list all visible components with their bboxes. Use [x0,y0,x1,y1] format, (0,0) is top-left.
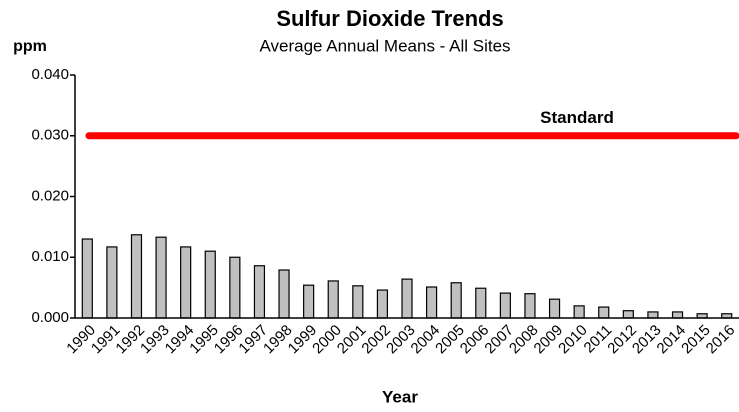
x-axis-label: Year [382,387,418,406]
standard-label: Standard [540,108,614,127]
x-tick-label: 2016 [703,322,739,358]
bar [376,289,389,319]
bar [253,265,266,319]
bar [130,234,143,319]
y-tick-label: 0.000 [31,309,69,326]
bar [647,311,659,319]
bar [524,293,536,319]
y-tick-label: 0.010 [31,248,69,265]
bar [548,298,561,319]
y-axis-label: ppm [13,38,47,55]
bar [598,306,610,319]
bar [278,269,290,319]
bar [81,238,93,319]
bar [450,282,462,319]
chart-subtitle: Average Annual Means - All Sites [259,36,510,55]
bar [180,246,192,319]
bar [622,310,634,319]
y-tick-label: 0.030 [31,127,69,144]
bar [303,284,315,319]
bar [671,311,684,319]
bar [327,280,339,319]
bar [475,287,487,319]
bar [106,246,118,319]
bar [401,278,413,319]
y-tick-label: 0.020 [31,187,69,204]
y-tick-label: 0.040 [31,66,69,83]
bar [352,285,364,319]
bar [499,292,511,319]
chart-title: Sulfur Dioxide Trends [276,6,503,31]
bar [204,250,216,319]
bar [425,286,438,319]
bar [573,305,585,319]
bar [155,236,167,319]
bar [229,256,241,319]
